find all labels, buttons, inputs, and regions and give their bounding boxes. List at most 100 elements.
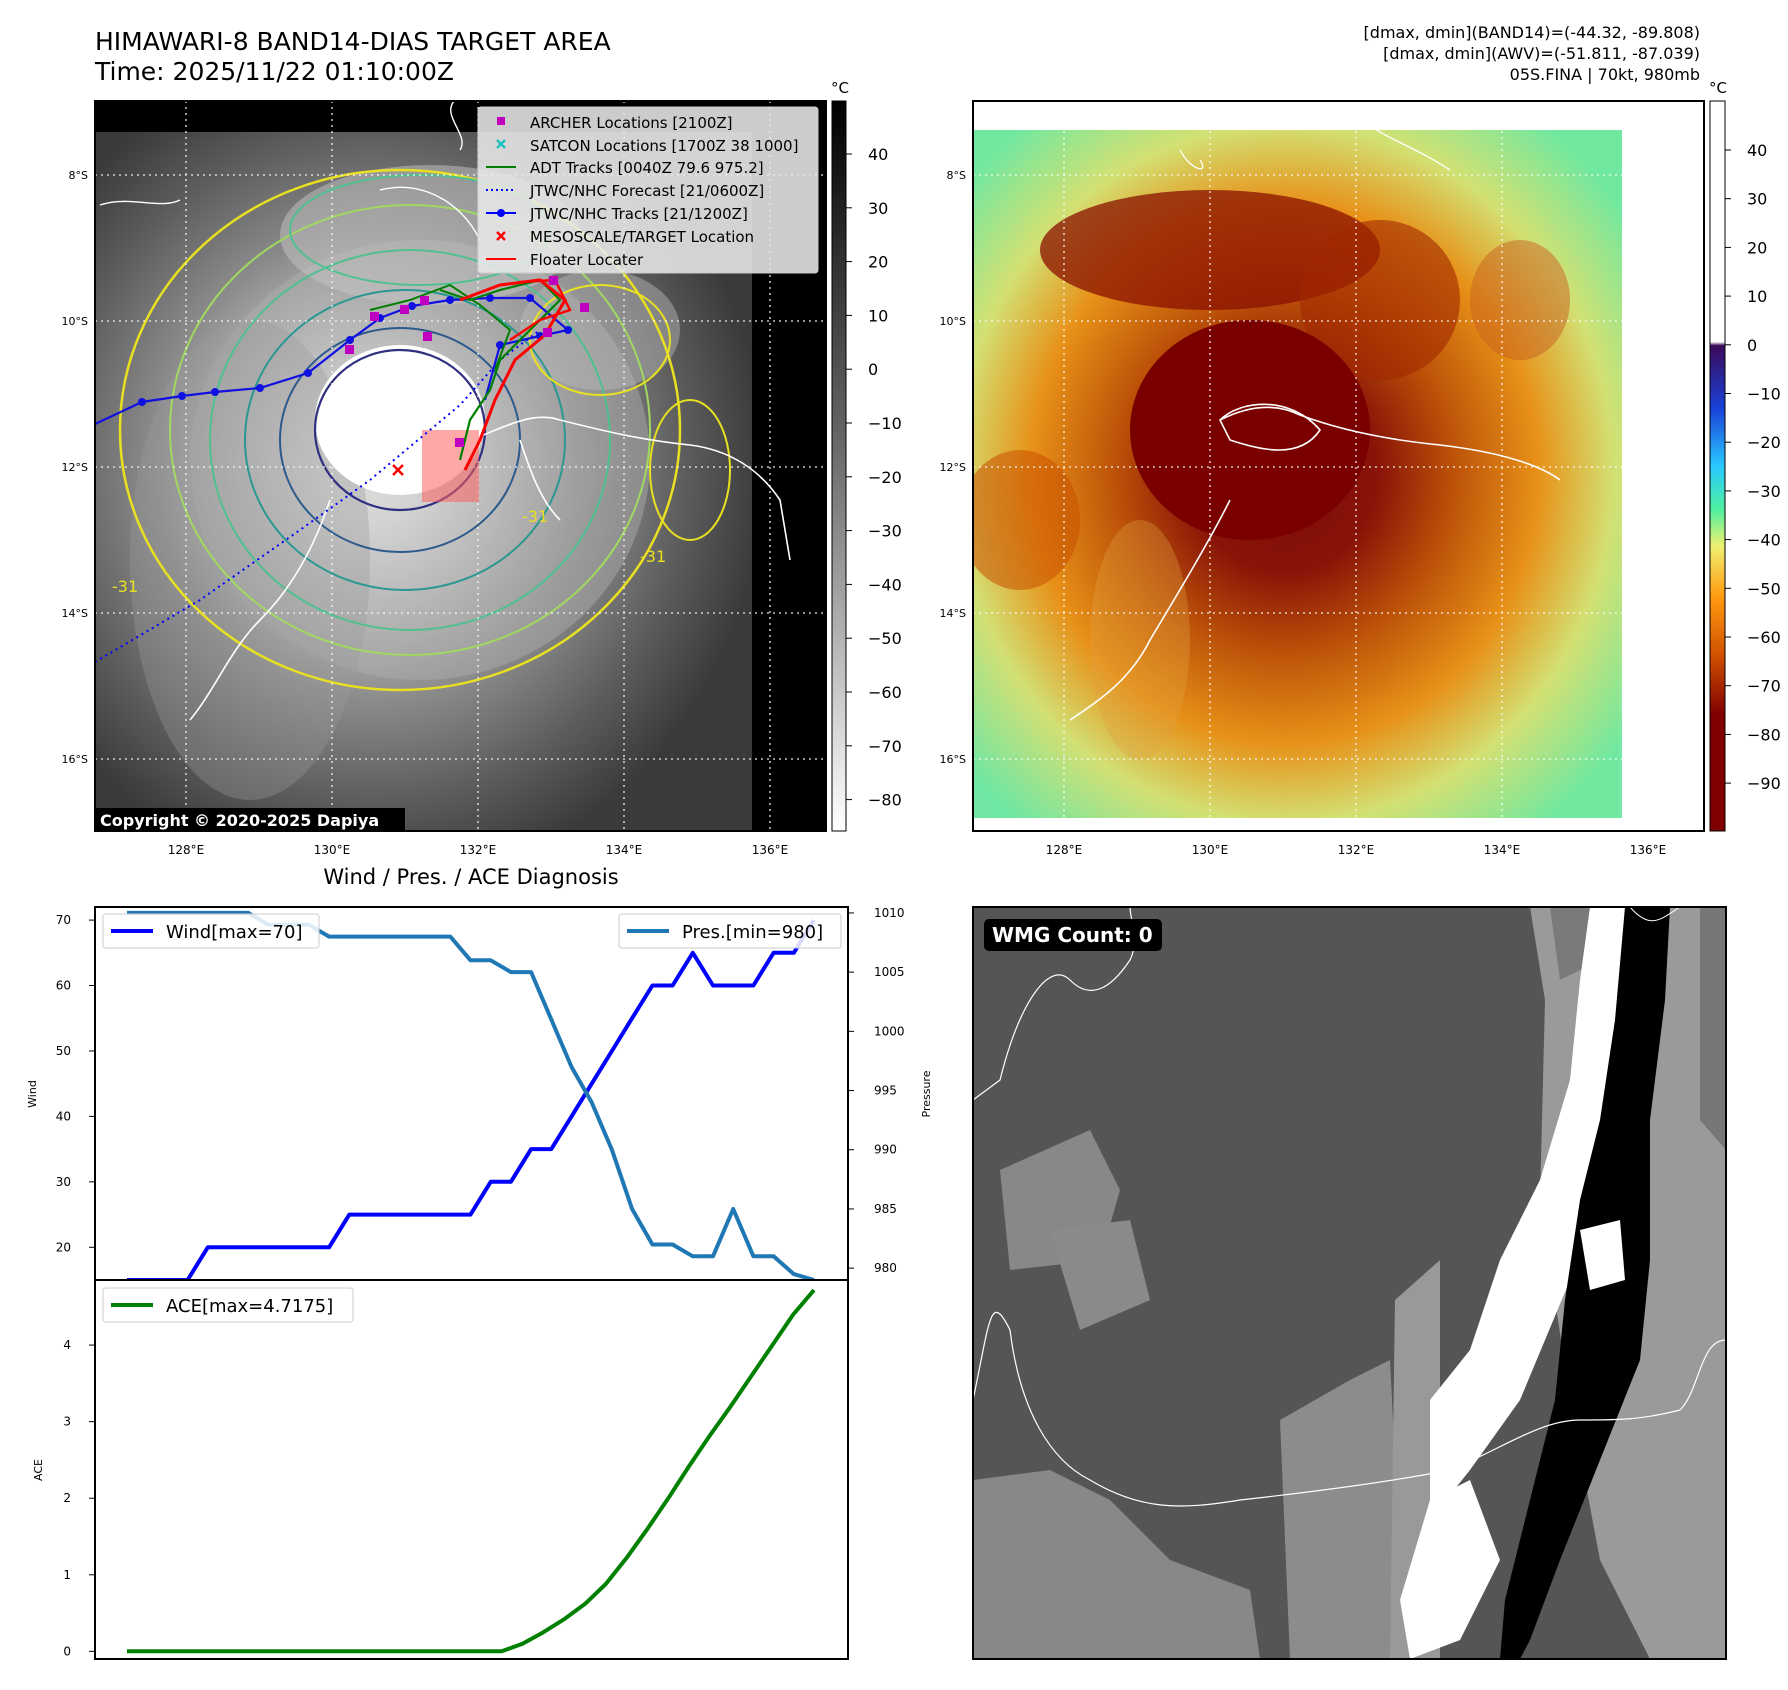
copyright-label: Copyright © 2020-2025 Dapiya bbox=[100, 811, 379, 830]
legend-satcon: SATCON Locations [1700Z 38 1000] bbox=[530, 137, 798, 155]
ace-ytick-label: 2 bbox=[63, 1491, 71, 1505]
lon-tick: 128°E bbox=[1046, 843, 1083, 857]
ir-colorbar-tick-label: 0 bbox=[868, 360, 878, 379]
lon-tick: 134°E bbox=[1484, 843, 1521, 857]
wind-ytick-label: 30 bbox=[56, 1175, 71, 1189]
ir-lat-ticks: 8°S 10°S 12°S 14°S 16°S bbox=[62, 169, 88, 766]
lon-tick: 136°E bbox=[752, 843, 789, 857]
ir-colorbar-tick-label: 30 bbox=[868, 199, 888, 218]
wind-series-line bbox=[127, 919, 816, 1282]
lon-tick: 132°E bbox=[1338, 843, 1375, 857]
pres-legend-label: Pres.[min=980] bbox=[682, 922, 823, 943]
wind-legend-label: Wind[max=70] bbox=[166, 922, 303, 943]
awv-colorbar-tick-label: 30 bbox=[1747, 190, 1767, 209]
legend-adt: ADT Tracks [0040Z 79.6 975.2] bbox=[530, 159, 764, 177]
awv-colorbar-tick-label: −90 bbox=[1747, 774, 1781, 793]
awv-colorbar-tick-label: −20 bbox=[1747, 433, 1781, 452]
awv-colorbar-tick-label: −80 bbox=[1747, 725, 1781, 744]
wind-ytick-label: 40 bbox=[56, 1109, 71, 1123]
figure-title: HIMAWARI-8 BAND14-DIAS TARGET AREA bbox=[95, 27, 611, 56]
ir-colorbar-tick-label: −70 bbox=[868, 737, 902, 756]
stats-band14: [dmax, dmin](BAND14)=(-44.32, -89.808) bbox=[1364, 23, 1700, 42]
lat-tick: 14°S bbox=[940, 607, 966, 620]
lat-tick: 16°S bbox=[62, 753, 88, 766]
lat-tick: 16°S bbox=[940, 753, 966, 766]
ace-ytick-label: 0 bbox=[63, 1644, 71, 1658]
ace-series-line bbox=[127, 1288, 816, 1654]
wind-axis-label: Wind bbox=[26, 1080, 39, 1108]
ir-map-panel: -31 -31 -31 ARCHER Locations [2100Z] SAT… bbox=[62, 100, 827, 857]
lon-tick: 132°E bbox=[460, 843, 497, 857]
ir-colorbar-tick-label: 10 bbox=[868, 306, 888, 325]
awv-colorbar-tick-label: −60 bbox=[1747, 628, 1781, 647]
ir-lon-ticks: 128°E 130°E 132°E 134°E 136°E bbox=[168, 843, 789, 857]
awv-colorbar-unit: °C bbox=[1709, 79, 1727, 97]
ir-colorbar-tick-label: −10 bbox=[868, 414, 902, 433]
ir-colorbar-tick-label: −60 bbox=[868, 683, 902, 702]
awv-colorbar-tick-label: 0 bbox=[1747, 336, 1757, 355]
pres-legend: Pres.[min=980] bbox=[618, 913, 842, 949]
legend-tracks: JTWC/NHC Tracks [21/1200Z] bbox=[529, 205, 748, 223]
awv-colorbar-tick-label: −40 bbox=[1747, 531, 1781, 550]
ir-colorbar-tick-label: 40 bbox=[868, 145, 888, 164]
pressure-axis-label: Pressure bbox=[920, 1070, 933, 1117]
ace-legend: ACE[max=4.7175] bbox=[102, 1287, 354, 1323]
pressure-ytick-label: 990 bbox=[874, 1143, 897, 1157]
wind-ytick-label: 20 bbox=[56, 1240, 71, 1254]
wmg-panel: WMG Count: 0 bbox=[972, 906, 1727, 1660]
awv-colorbar-tick-label: −10 bbox=[1747, 385, 1781, 404]
ace-legend-label: ACE[max=4.7175] bbox=[166, 1296, 333, 1317]
lon-tick: 128°E bbox=[168, 843, 205, 857]
contour-label: -31 bbox=[522, 507, 548, 526]
stats-awv: [dmax, dmin](AWV)=(-51.811, -87.039) bbox=[1383, 44, 1700, 63]
pressure-ytick-label: 985 bbox=[874, 1202, 897, 1216]
diagnosis-title: Wind / Pres. / ACE Diagnosis bbox=[323, 865, 618, 889]
awv-colorbar-tick-label: 40 bbox=[1747, 141, 1767, 160]
ir-colorbar-tick-label: −20 bbox=[868, 468, 902, 487]
legend-tracks-marker bbox=[486, 209, 516, 217]
lat-tick: 8°S bbox=[69, 169, 88, 182]
ir-colorbar-unit: °C bbox=[831, 79, 849, 97]
ace-chart: 0 1 2 3 4 ACE ACE[max=4.7175] bbox=[32, 1279, 849, 1660]
wind-legend: Wind[max=70] bbox=[102, 913, 320, 949]
lon-tick: 136°E bbox=[1630, 843, 1667, 857]
ir-colorbar-tick-label: 20 bbox=[868, 253, 888, 272]
legend-forecast: JTWC/NHC Forecast [21/0600Z] bbox=[529, 182, 764, 200]
ace-ytick-label: 4 bbox=[63, 1338, 71, 1352]
wind-ytick-label: 70 bbox=[56, 913, 71, 927]
ir-colorbar-tick-label: −30 bbox=[868, 522, 902, 541]
ace-ytick-label: 1 bbox=[63, 1568, 71, 1582]
legend-archer: ARCHER Locations [2100Z] bbox=[530, 114, 733, 132]
storm-info: 05S.FINA | 70kt, 980mb bbox=[1510, 65, 1700, 84]
legend-target-marker bbox=[496, 231, 506, 241]
wind-ytick-label: 50 bbox=[56, 1044, 71, 1058]
wind-ytick-label: 60 bbox=[56, 979, 71, 993]
lat-tick: 10°S bbox=[940, 315, 966, 328]
pressure-series-line bbox=[127, 910, 815, 1282]
lat-tick: 10°S bbox=[62, 315, 88, 328]
pressure-ytick-label: 980 bbox=[874, 1261, 897, 1275]
pressure-ytick-label: 1010 bbox=[874, 906, 905, 920]
awv-map-panel: 128°E 130°E 132°E 134°E 136°E 8°S 10°S 1… bbox=[940, 100, 1705, 857]
legend-floater: Floater Locater bbox=[530, 251, 644, 269]
wmg-count-label: WMG Count: 0 bbox=[992, 923, 1153, 947]
awv-colorbar-tick-label: −30 bbox=[1747, 482, 1781, 501]
ir-colorbar-tick-label: −50 bbox=[868, 629, 902, 648]
legend-archer-marker bbox=[497, 117, 505, 125]
map-legend: ARCHER Locations [2100Z] SATCON Location… bbox=[477, 106, 819, 274]
pressure-ytick-label: 995 bbox=[874, 1084, 897, 1098]
legend-satcon-marker bbox=[496, 139, 506, 149]
awv-lon-ticks: 128°E 130°E 132°E 134°E 136°E bbox=[1046, 843, 1667, 857]
ir-colorbar-tick-label: −80 bbox=[868, 791, 902, 810]
awv-lat-ticks: 8°S 10°S 12°S 14°S 16°S bbox=[940, 169, 966, 766]
ace-axis-label: ACE bbox=[32, 1459, 45, 1481]
awv-colorbar-tick-label: 10 bbox=[1747, 287, 1767, 306]
awv-colorbar-tick-label: 20 bbox=[1747, 238, 1767, 257]
lon-tick: 130°E bbox=[314, 843, 351, 857]
lat-tick: 12°S bbox=[62, 461, 88, 474]
pressure-ytick-label: 1005 bbox=[874, 965, 905, 979]
awv-colorbar: °C 40 30 20 10 0 −10 −20 −30 −40 −50 −60 −70 −80 −90 bbox=[1709, 79, 1781, 832]
wind-pres-chart: 20 30 40 50 60 70 980 985 990 995 1000 1005 1010 Wi… bbox=[26, 906, 933, 1282]
lon-tick: 130°E bbox=[1192, 843, 1229, 857]
